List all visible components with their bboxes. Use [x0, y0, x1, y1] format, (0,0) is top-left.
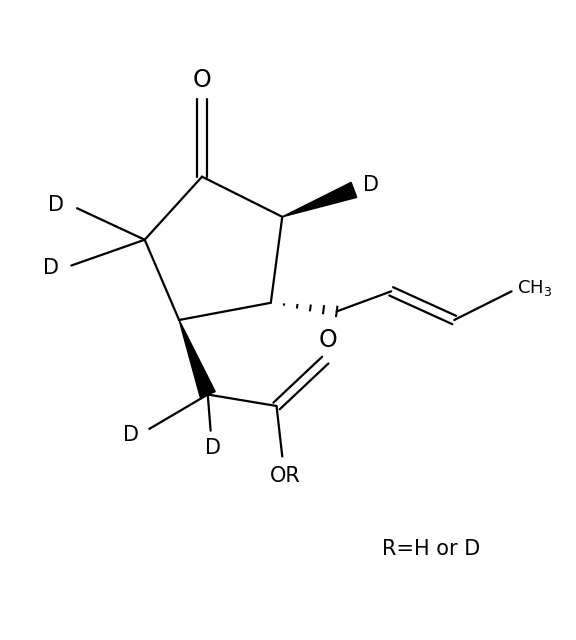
Text: OR: OR [270, 466, 301, 486]
Text: D: D [206, 438, 222, 458]
Polygon shape [282, 182, 357, 217]
Text: D: D [362, 175, 378, 195]
Text: O: O [192, 68, 211, 92]
Text: O: O [319, 328, 338, 351]
Text: D: D [48, 195, 65, 215]
Text: R=H or D: R=H or D [382, 540, 480, 559]
Text: D: D [123, 425, 139, 445]
Polygon shape [179, 320, 215, 397]
Text: D: D [43, 259, 59, 278]
Text: CH$_3$: CH$_3$ [517, 278, 552, 298]
